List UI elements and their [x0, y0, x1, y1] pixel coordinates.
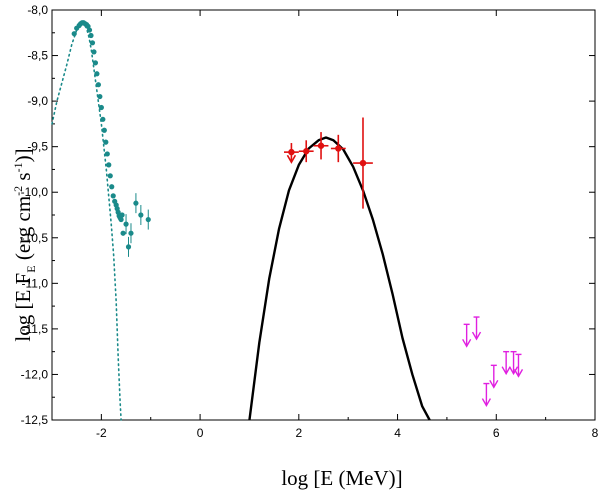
magenta-upper-limit-arrow — [508, 366, 519, 376]
magenta-upper-limit-arrow — [513, 369, 524, 378]
teal-data-point — [101, 127, 107, 133]
teal-data-point — [128, 230, 134, 236]
red-data-point — [317, 142, 325, 149]
red-data-point — [335, 145, 342, 152]
x-tick-label: 8 — [592, 426, 599, 440]
magenta-upper-limit-arrow — [462, 338, 472, 348]
teal-data-point — [92, 60, 99, 66]
y-tick-label: -12,5 — [21, 413, 49, 427]
series-black-model-curve — [248, 136, 431, 421]
teal-data-point — [120, 230, 126, 236]
red-data-point — [359, 159, 367, 167]
series-teal-points — [71, 20, 151, 257]
series-teal-dotted-model — [51, 22, 122, 421]
y-tick-label: -12,0 — [21, 367, 49, 381]
teal-model-line — [51, 22, 122, 421]
y-tick-label: -11,5 — [22, 322, 49, 336]
x-tick-label: 0 — [197, 426, 204, 440]
teal-data-point — [109, 184, 115, 190]
series-magenta-upper-limits — [462, 316, 524, 407]
black-model-curve — [248, 136, 431, 421]
y-tick-label: -10,5 — [21, 231, 49, 245]
y-tick-label: -8,5 — [27, 49, 48, 63]
teal-data-point — [98, 104, 104, 111]
x-tick-label: 2 — [295, 426, 302, 440]
red-data-point — [288, 148, 295, 156]
x-axis-title: log [E (MeV)] — [281, 466, 402, 490]
teal-data-point — [133, 200, 139, 206]
teal-data-point — [88, 32, 94, 39]
teal-data-point — [123, 221, 129, 227]
red-data-point — [303, 148, 310, 155]
x-tick-label: 6 — [493, 426, 500, 440]
teal-data-point — [86, 27, 93, 33]
red-upper-limit-arrow — [286, 154, 297, 164]
teal-data-point — [104, 151, 110, 157]
teal-data-point — [103, 139, 109, 145]
teal-data-point — [118, 216, 124, 223]
teal-data-point — [145, 216, 151, 223]
y-tick-label: -11,0 — [22, 276, 49, 290]
magenta-upper-limit-arrow — [481, 398, 492, 407]
teal-data-point — [107, 173, 113, 179]
teal-data-point — [95, 82, 102, 88]
teal-data-point — [100, 116, 106, 122]
series-layer — [51, 20, 524, 421]
y-tick-label: -9,0 — [27, 94, 48, 108]
y-axis-title: log [E FE (erg cm-2 s-1)] — [11, 148, 38, 341]
teal-data-point — [89, 40, 96, 46]
magenta-upper-limit-arrow — [471, 331, 482, 341]
series-red-points — [284, 117, 373, 209]
teal-data-point — [71, 31, 77, 37]
x-axis: -2 0 2 4 6 8 — [51, 10, 599, 440]
y-tick-label: -9,5 — [27, 140, 48, 154]
teal-data-point — [138, 212, 144, 218]
teal-data-point — [125, 244, 132, 250]
teal-data-point — [119, 212, 125, 218]
teal-data-point — [106, 162, 112, 168]
y-tick-label: -8,0 — [27, 3, 48, 17]
x-tick-label: 4 — [394, 426, 401, 440]
y-axis: -8,0 -8,5 -9,0 -9,5 -10,0 -10,5 -11,0 -11,5 -12,… — [21, 3, 595, 427]
teal-data-point — [94, 71, 100, 77]
teal-data-point — [110, 193, 116, 199]
magenta-upper-limit-arrow — [501, 366, 511, 376]
x-tick-label: -2 — [96, 426, 107, 440]
teal-data-point — [97, 93, 103, 100]
y-tick-label: -10,0 — [21, 185, 49, 199]
teal-data-point — [91, 49, 97, 55]
magenta-upper-limit-arrow — [489, 379, 499, 389]
